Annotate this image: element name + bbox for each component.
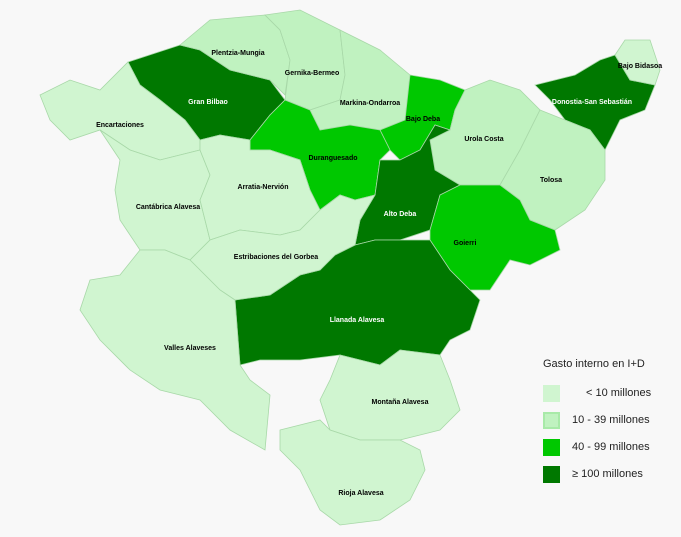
legend-item-c3: 40 - 99 millones	[543, 438, 678, 456]
region-label-arratia-nervion: Arratia-Nervión	[238, 184, 289, 191]
legend-swatch	[543, 438, 560, 456]
region-label-urola-costa: Urola Costa	[464, 136, 503, 143]
region-label-plentzia-mungia: Plentzia-Mungia	[211, 50, 264, 57]
region-label-donostia-san-sebastian: Donostia-San Sebastián	[552, 99, 632, 106]
legend-swatch	[543, 384, 560, 402]
region-valles-alaveses	[79, 249, 271, 451]
legend-item-c2: 10 - 39 millones	[543, 411, 678, 429]
region-label-encartaciones: Encartaciones	[96, 122, 144, 129]
region-label-tolosa: Tolosa	[540, 177, 562, 184]
region-tolosa	[499, 109, 606, 231]
region-label-bajo-deba: Bajo Deba	[406, 116, 440, 123]
region-label-bajo-bidasoa: Bajo Bidasoa	[618, 63, 662, 70]
region-label-gran-bilbao: Gran Bilbao	[188, 99, 228, 106]
legend-swatch	[543, 465, 560, 483]
region-label-montana-alavesa: Montaña Alavesa	[372, 399, 429, 406]
legend-item-c4: ≥ 100 millones	[543, 465, 678, 483]
region-label-duranguesado: Duranguesado	[308, 155, 357, 162]
region-label-alto-deba: Alto Deba	[384, 211, 417, 218]
region-label-rioja-alavesa: Rioja Alavesa	[338, 490, 383, 497]
region-label-valles-alaveses: Valles Alaveses	[164, 345, 216, 352]
region-label-estribaciones-del-gorbea: Estribaciones del Gorbea	[234, 254, 319, 261]
region-bajo-bidasoa	[614, 39, 661, 86]
legend-title: Gasto interno en I+D	[543, 358, 645, 370]
region-label-cantabrica-alavesa: Cantábrica Alavesa	[136, 204, 200, 211]
region-label-goierri: Goierri	[454, 240, 477, 247]
region-label-llanada-alavesa: Llanada Alavesa	[330, 317, 385, 324]
legend-item-c1: < 10 millones	[543, 384, 678, 402]
legend: Gasto interno en I+D < 10 millones 10 - …	[543, 358, 678, 492]
region-rioja-alavesa	[279, 419, 426, 526]
region-montana-alavesa	[319, 349, 461, 441]
legend-swatch	[543, 411, 560, 429]
legend-label: ≥ 100 millones	[572, 468, 643, 480]
legend-label: < 10 millones	[586, 387, 652, 399]
region-label-markina-ondarroa: Markina-Ondarroa	[340, 100, 400, 107]
legend-label: 40 - 99 millones	[572, 441, 650, 453]
region-goierri	[429, 184, 561, 291]
legend-label: 10 - 39 millones	[572, 414, 650, 426]
region-label-gernika-bermeo: Gernika-Bermeo	[285, 70, 339, 77]
